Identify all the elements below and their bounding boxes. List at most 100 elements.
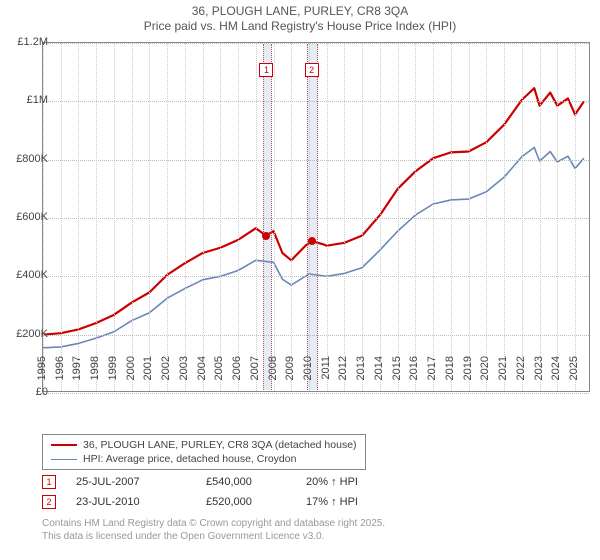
xtick-label: 2001 — [142, 356, 154, 380]
sale-point — [262, 232, 270, 240]
xtick-label: 2010 — [302, 356, 314, 380]
gridline-v — [291, 43, 292, 391]
xtick-label: 2021 — [497, 356, 509, 380]
gridline-h — [43, 393, 589, 394]
gridline-v — [220, 43, 221, 391]
legend-swatch — [51, 459, 77, 460]
gridline-v — [486, 43, 487, 391]
xtick-label: 2018 — [444, 356, 456, 380]
xtick-label: 2015 — [391, 356, 403, 380]
gridline-v — [327, 43, 328, 391]
legend-item: HPI: Average price, detached house, Croy… — [51, 452, 357, 466]
sale-band — [307, 44, 318, 390]
license-line2: This data is licensed under the Open Gov… — [42, 531, 385, 544]
sale-marker-box: 2 — [305, 63, 319, 77]
gridline-v — [344, 43, 345, 391]
legend: 36, PLOUGH LANE, PURLEY, CR8 3QA (detach… — [42, 434, 366, 470]
gridline-v — [274, 43, 275, 391]
xtick-label: 1998 — [89, 356, 101, 380]
marker-date: 25-JUL-2007 — [76, 476, 206, 488]
chart-container: 36, PLOUGH LANE, PURLEY, CR8 3QA Price p… — [0, 0, 600, 560]
xtick-label: 2006 — [231, 356, 243, 380]
gridline-v — [238, 43, 239, 391]
xtick-label: 1999 — [107, 356, 119, 380]
marker-table-row: 223-JUL-2010£520,00017% ↑ HPI — [42, 492, 426, 512]
ytick-label: £0 — [36, 386, 48, 398]
gridline-v — [61, 43, 62, 391]
sale-marker-box: 1 — [259, 63, 273, 77]
license-text: Contains HM Land Registry data © Crown c… — [42, 518, 385, 543]
sale-band — [263, 44, 272, 390]
gridline-v — [433, 43, 434, 391]
xtick-label: 2008 — [267, 356, 279, 380]
ytick-label: £1M — [27, 94, 48, 106]
ytick-label: £400K — [16, 269, 48, 281]
gridline-v — [575, 43, 576, 391]
gridline-v — [185, 43, 186, 391]
gridline-v — [398, 43, 399, 391]
marker-table-box: 1 — [42, 475, 56, 489]
marker-date: 23-JUL-2010 — [76, 496, 206, 508]
marker-table-box: 2 — [42, 495, 56, 509]
xtick-label: 2025 — [568, 356, 580, 380]
gridline-v — [522, 43, 523, 391]
marker-price: £520,000 — [206, 496, 306, 508]
xtick-label: 2022 — [515, 356, 527, 380]
legend-label: HPI: Average price, detached house, Croy… — [83, 453, 296, 465]
title-address: 36, PLOUGH LANE, PURLEY, CR8 3QA — [0, 4, 600, 19]
chart-area: 12 — [42, 42, 590, 392]
xtick-label: 2000 — [125, 356, 137, 380]
license-line1: Contains HM Land Registry data © Crown c… — [42, 518, 385, 531]
gridline-v — [380, 43, 381, 391]
xtick-label: 2002 — [160, 356, 172, 380]
ytick-label: £200K — [16, 328, 48, 340]
xtick-label: 2016 — [408, 356, 420, 380]
gridline-v — [78, 43, 79, 391]
gridline-v — [256, 43, 257, 391]
xtick-label: 2024 — [550, 356, 562, 380]
xtick-label: 2012 — [337, 356, 349, 380]
xtick-label: 2009 — [284, 356, 296, 380]
legend-label: 36, PLOUGH LANE, PURLEY, CR8 3QA (detach… — [83, 439, 357, 451]
xtick-label: 2011 — [320, 356, 332, 380]
xtick-label: 2004 — [196, 356, 208, 380]
gridline-v — [203, 43, 204, 391]
sale-point — [308, 237, 316, 245]
gridline-v — [362, 43, 363, 391]
xtick-label: 2007 — [249, 356, 261, 380]
gridline-v — [451, 43, 452, 391]
xtick-label: 2013 — [355, 356, 367, 380]
gridline-v — [114, 43, 115, 391]
ytick-label: £600K — [16, 211, 48, 223]
xtick-label: 2023 — [533, 356, 545, 380]
gridline-v — [504, 43, 505, 391]
gridline-v — [469, 43, 470, 391]
gridline-v — [96, 43, 97, 391]
gridline-v — [167, 43, 168, 391]
gridline-v — [415, 43, 416, 391]
gridline-v — [132, 43, 133, 391]
xtick-label: 2017 — [426, 356, 438, 380]
gridline-v — [540, 43, 541, 391]
marker-table-row: 1 25-JUL-2007£540,00020% ↑ HPI — [42, 472, 426, 492]
xtick-label: 1997 — [71, 356, 83, 380]
markers-table: 1 25-JUL-2007£540,00020% ↑ HPI 2 23-JUL-201… — [42, 472, 426, 512]
legend-swatch — [51, 444, 77, 446]
plot-area: 12 — [42, 42, 590, 392]
ytick-label: £800K — [16, 153, 48, 165]
marker-pct: 20% ↑ HPI — [306, 476, 426, 488]
chart-title: 36, PLOUGH LANE, PURLEY, CR8 3QA Price p… — [0, 0, 600, 34]
xtick-label: 1995 — [36, 356, 48, 380]
gridline-v — [149, 43, 150, 391]
title-subtitle: Price paid vs. HM Land Registry's House … — [0, 19, 600, 34]
marker-price: £540,000 — [206, 476, 306, 488]
xtick-label: 2003 — [178, 356, 190, 380]
xtick-label: 2005 — [213, 356, 225, 380]
gridline-v — [557, 43, 558, 391]
xtick-label: 2020 — [479, 356, 491, 380]
xtick-label: 1996 — [54, 356, 66, 380]
xtick-label: 2019 — [462, 356, 474, 380]
legend-item: 36, PLOUGH LANE, PURLEY, CR8 3QA (detach… — [51, 438, 357, 452]
ytick-label: £1.2M — [17, 36, 48, 48]
xtick-label: 2014 — [373, 356, 385, 380]
